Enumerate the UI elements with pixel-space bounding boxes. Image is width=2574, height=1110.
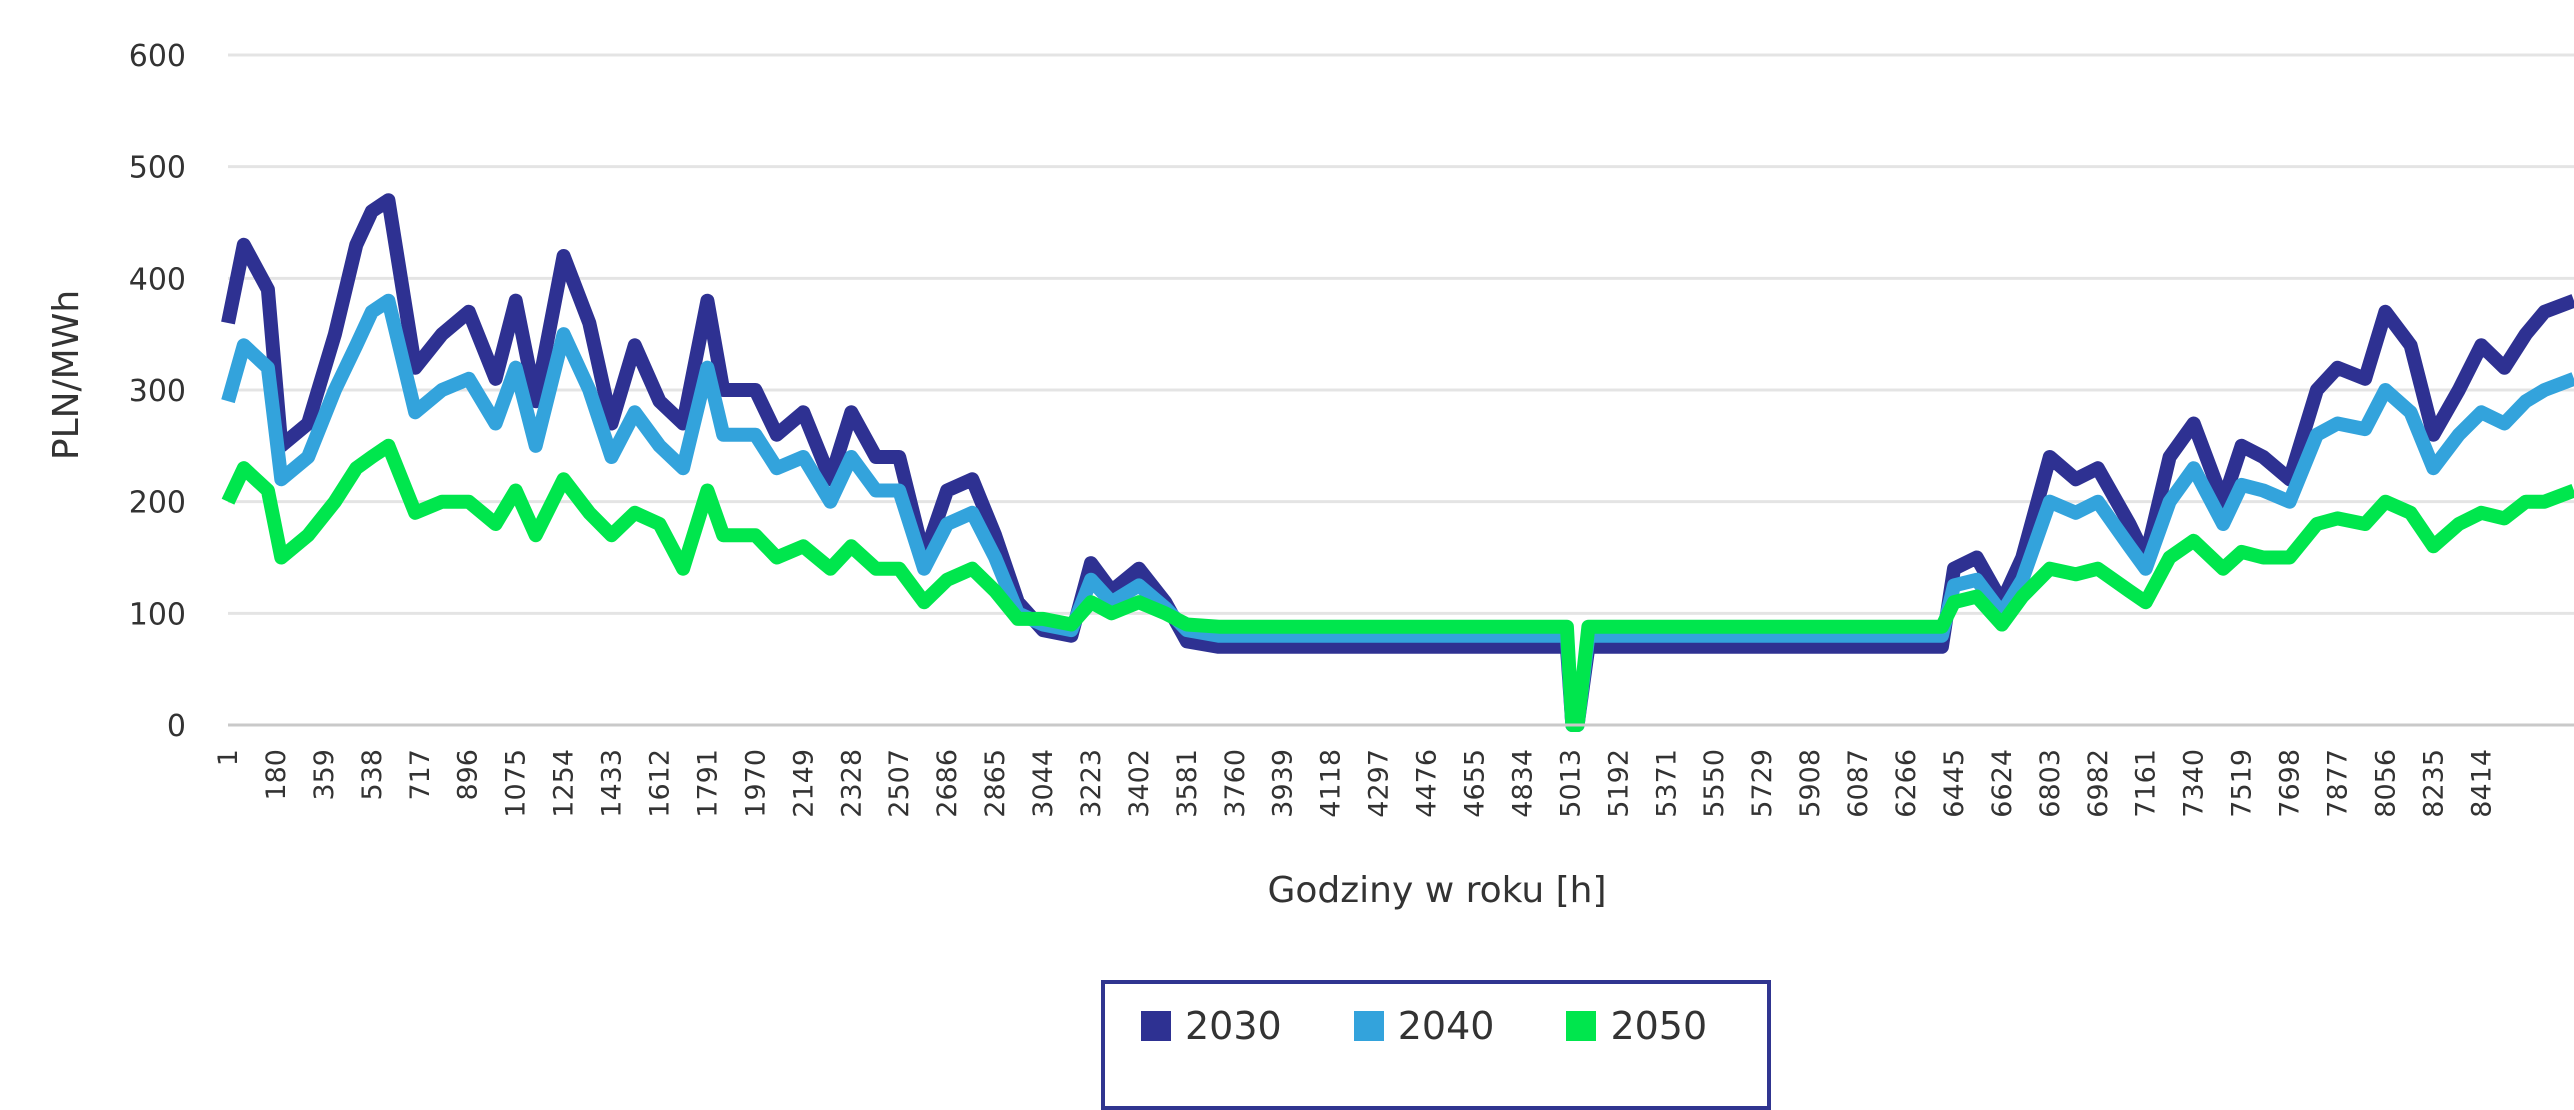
- x-tick-label: 1254: [549, 749, 580, 818]
- y-tick-label: 400: [129, 262, 186, 297]
- x-tick-label: 3581: [1172, 749, 1203, 818]
- y-tick-label: 500: [129, 151, 186, 186]
- x-tick-label: 7698: [2275, 749, 2306, 818]
- x-tick-label: 7877: [2322, 749, 2353, 818]
- x-tick-label: 8414: [2466, 749, 2497, 818]
- series-line-2040: [221, 293, 2574, 732]
- x-tick-label: 5192: [1603, 749, 1634, 818]
- x-tick-labels: 1 180 359 538 717 896 1075 1254 1433 1612 1791 1970…: [213, 749, 2497, 818]
- legend-label-2030: 2030: [1185, 1004, 1282, 1048]
- x-tick-label: 3760: [1220, 749, 1251, 818]
- x-tick-label: 4655: [1460, 749, 1491, 818]
- x-tick-label: 8235: [2418, 749, 2449, 818]
- x-tick-label: 359: [309, 749, 340, 801]
- x-tick-label: 3223: [1076, 749, 1107, 818]
- x-tick-label: 2149: [788, 749, 819, 818]
- y-tick-label: 100: [129, 597, 186, 632]
- x-tick-label: 5729: [1747, 749, 1778, 818]
- x-tick-label: 8056: [2370, 749, 2401, 818]
- x-tick-label: 5013: [1555, 749, 1586, 818]
- y-tick-label: 0: [167, 709, 186, 744]
- x-tick-label: 1970: [740, 749, 771, 818]
- y-tick-labels: 0 100 200 300 400 500 600: [129, 39, 186, 744]
- x-tick-label: 7161: [2131, 749, 2162, 818]
- x-tick-label: 6982: [2083, 749, 2114, 818]
- y-tick-label: 200: [129, 486, 186, 521]
- x-tick-label: 6624: [1987, 749, 2018, 818]
- x-tick-label: 3044: [1028, 749, 1059, 818]
- x-tick-label: 1612: [644, 749, 675, 818]
- x-tick-label: 6087: [1843, 749, 1874, 818]
- x-tick-label: 6266: [1891, 749, 1922, 818]
- series-line-2050: [221, 438, 2574, 732]
- x-tick-label: 1791: [692, 749, 723, 818]
- x-tick-label: 4118: [1316, 749, 1347, 818]
- x-tick-label: 1433: [597, 749, 628, 818]
- x-tick-label: 3402: [1124, 749, 1155, 818]
- x-tick-label: 2686: [932, 749, 963, 818]
- legend-swatch-2030: [1141, 1011, 1171, 1041]
- x-tick-label: 7340: [2179, 749, 2210, 818]
- x-tick-label: 3939: [1268, 749, 1299, 818]
- x-tick-label: 6803: [2035, 749, 2066, 818]
- y-tick-label: 300: [129, 374, 186, 409]
- x-tick-label: 5550: [1699, 749, 1730, 818]
- legend: 2030 2040 2050: [1101, 980, 1771, 1110]
- x-tick-label: 538: [357, 749, 388, 801]
- x-tick-label: 1: [213, 749, 244, 766]
- y-axis-title: PLN/MWh: [46, 290, 87, 460]
- legend-swatch-2040: [1353, 1011, 1384, 1041]
- legend-label-2040: 2040: [1397, 1004, 1495, 1048]
- legend-item-2040: 2040: [1353, 1004, 1495, 1048]
- x-tick-label: 7519: [2227, 749, 2258, 818]
- x-tick-label: 180: [261, 749, 292, 801]
- legend-item-2050: 2050: [1566, 1004, 1707, 1048]
- x-tick-label: 717: [405, 749, 436, 801]
- x-tick-label: 4834: [1507, 749, 1538, 818]
- x-tick-label: 4297: [1364, 749, 1395, 818]
- x-tick-label: 4476: [1412, 749, 1443, 818]
- x-tick-label: 1075: [501, 749, 532, 818]
- x-tick-label: 896: [453, 749, 484, 801]
- legend-label-2050: 2050: [1610, 1004, 1708, 1048]
- x-axis-title: Godziny w roku [h]: [1267, 870, 1606, 911]
- y-tick-label: 600: [129, 39, 186, 74]
- series-lines: [221, 193, 2574, 732]
- x-tick-label: 2507: [884, 749, 915, 818]
- x-tick-label: 5371: [1651, 749, 1682, 818]
- legend-swatch-2050: [1566, 1011, 1597, 1041]
- x-tick-label: 2865: [980, 749, 1011, 818]
- legend-item-2030: 2030: [1141, 1004, 1282, 1048]
- x-tick-label: 6445: [1939, 749, 1970, 818]
- x-tick-label: 5908: [1795, 749, 1826, 818]
- x-tick-label: 2328: [836, 749, 867, 818]
